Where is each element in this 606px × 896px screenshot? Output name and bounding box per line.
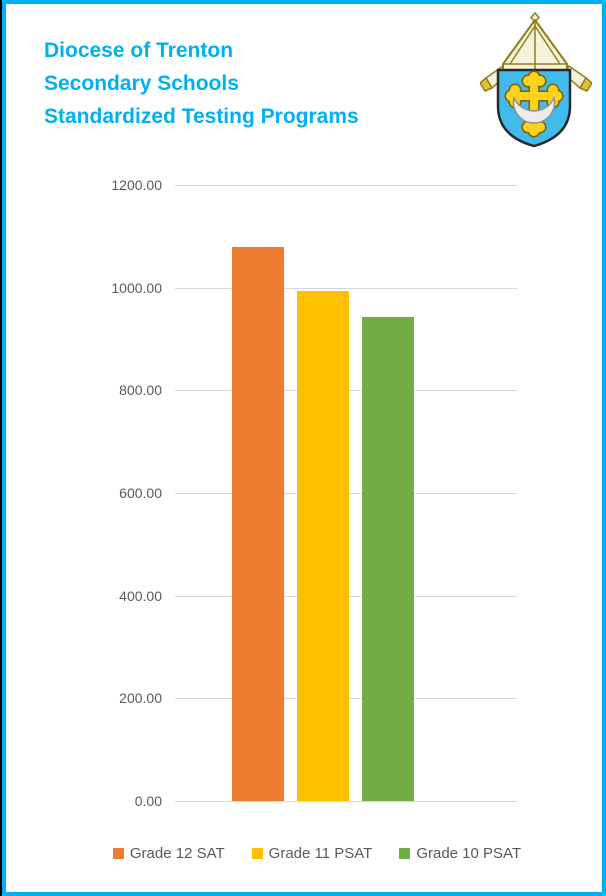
gridline [175,185,517,186]
gridline [175,801,517,802]
chart-legend: Grade 12 SAT Grade 11 PSAT Grade 10 PSAT [2,845,606,862]
bar-grade-10-psat [362,316,414,801]
legend-item-grade-12-sat: Grade 12 SAT [112,845,225,862]
y-axis-tick-label: 600.00 [119,485,162,501]
y-axis-tick-label: 200.00 [119,690,162,707]
title-line-3: Standardized Testing Programs [44,105,359,128]
y-axis-tick-label: 800.00 [119,382,162,399]
legend-label: Grade 12 SAT [129,845,225,862]
legend-item-grade-10-psat: Grade 10 PSAT [399,845,521,862]
diocese-coat-of-arms-logo [480,12,592,148]
y-axis-tick-label: 400.00 [119,587,162,604]
y-axis-tick-label: 0.00 [134,793,162,809]
bar-grade-12-sat [232,247,284,801]
legend-swatch [399,848,411,859]
gridline [175,287,517,289]
legend-label: Grade 11 PSAT [268,845,373,862]
legend-label: Grade 10 PSAT [416,845,522,862]
page-title: Diocese of Trenton Secondary Schools Sta… [44,34,474,133]
title-line-2: Secondary Schools [44,72,239,95]
chart-plot-area [175,185,517,802]
legend-item-grade-11-psat: Grade 11 PSAT [251,845,373,862]
title-line-1: Diocese of Trenton [44,39,234,62]
y-axis-tick-label: 1200.00 [111,177,162,193]
cross-botonny [506,72,562,136]
crescent [512,95,556,124]
bar-grade-11-psat [297,290,349,801]
legend-swatch [251,848,263,859]
y-axis-tick-label: 1000.00 [111,279,162,296]
legend-swatch [112,848,124,859]
